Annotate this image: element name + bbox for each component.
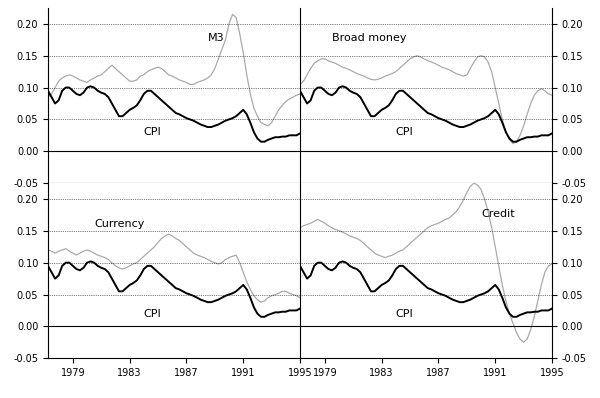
Text: Credit: Credit: [481, 209, 515, 219]
Text: CPI: CPI: [144, 308, 161, 318]
Text: CPI: CPI: [396, 308, 413, 318]
Text: M3: M3: [208, 33, 224, 43]
Text: CPI: CPI: [396, 127, 413, 137]
Text: CPI: CPI: [144, 127, 161, 137]
Text: Currency: Currency: [94, 219, 145, 229]
Text: Broad money: Broad money: [332, 33, 406, 43]
